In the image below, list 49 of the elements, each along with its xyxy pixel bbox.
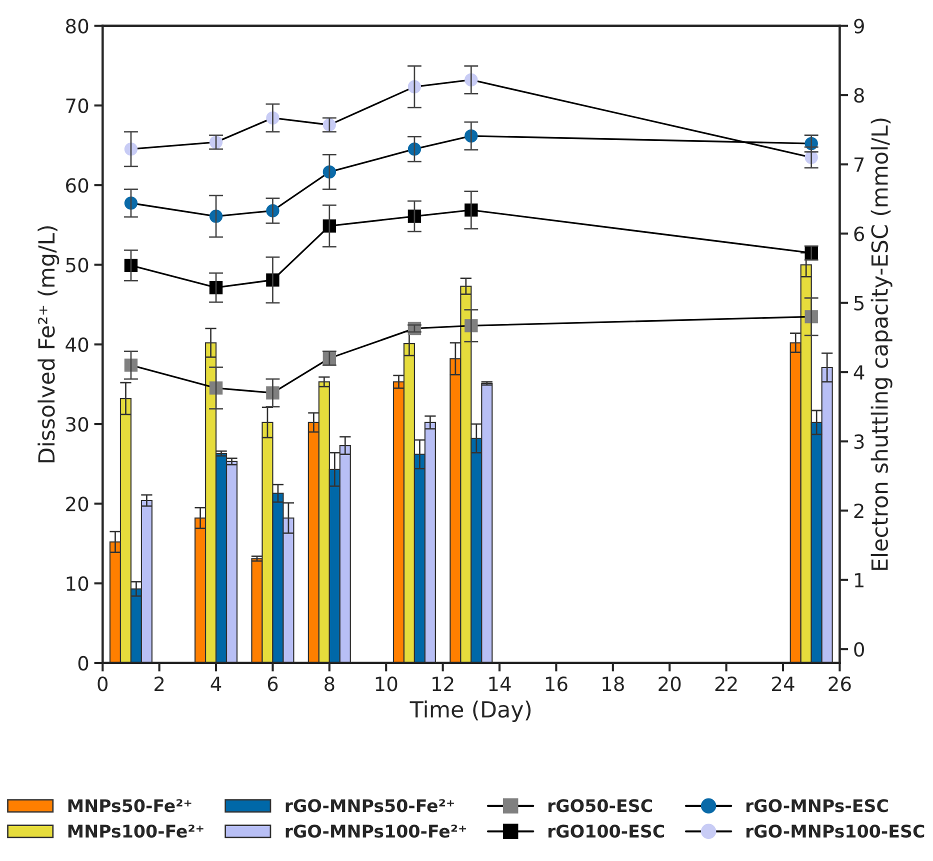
y-tick-label: 60 (66, 178, 88, 193)
y-tick-label: 0 (78, 656, 88, 671)
y-tick-label: 10 (66, 576, 88, 591)
y-tick-label: 80 (66, 18, 88, 34)
legend-label: rGO-MNPs100-ESC (746, 824, 924, 838)
y2-tick-label: 0 (854, 642, 864, 657)
x-tick-label: 16 (546, 676, 568, 692)
x-tick-label: 20 (658, 676, 681, 692)
y2-tick-label: 5 (854, 296, 864, 311)
x-tick-label: 0 (98, 676, 108, 692)
y2-tick-label: 2 (854, 504, 864, 518)
x-tick-label: 14 (489, 676, 511, 691)
y-tick-label: 70 (66, 98, 88, 114)
x-axis-title: Time (Day) (410, 700, 531, 722)
y2-tick-label: 3 (854, 434, 864, 450)
legend-label: rGO-MNPs50-Fe²⁺ (286, 799, 454, 812)
y2-tick-label: 4 (854, 365, 864, 380)
y-tick-label: 20 (66, 496, 88, 512)
y-tick-label: 50 (66, 258, 88, 272)
legend-label: MNPs100-Fe²⁺ (68, 824, 204, 838)
point (408, 210, 422, 223)
x-tick-label: 12 (432, 676, 454, 691)
legend-label: MNPs50-Fe²⁺ (68, 799, 192, 812)
x-tick-label: 2 (154, 676, 164, 691)
legend-label: rGO100-ESC (548, 824, 664, 838)
y-axis-title: Dissolved Fe²⁺ (mg/L) (38, 226, 60, 462)
x-tick-label: 22 (715, 676, 737, 691)
point (209, 381, 223, 395)
point (209, 281, 223, 294)
point (124, 258, 138, 272)
y2-tick-label: 1 (855, 573, 864, 588)
x-tick-label: 8 (324, 676, 334, 692)
x-tick-label: 10 (376, 676, 398, 692)
x-tick-label: 24 (772, 676, 794, 691)
legend-label: rGO-MNPs100-Fe²⁺ (286, 824, 466, 838)
y2-tick-label: 8 (854, 88, 864, 103)
y2-tick-label: 7 (854, 158, 864, 172)
y2-tick-label: 6 (854, 226, 864, 242)
y-tick-label: 30 (66, 417, 88, 432)
legend-label: rGO50-ESC (548, 799, 652, 812)
x-tick-label: 6 (268, 676, 278, 692)
x-tick-label: 18 (602, 676, 624, 692)
y-tick-label: 40 (66, 337, 88, 352)
y2-axis-title: Electron shuttling capacity-ESC (mmol/L) (870, 118, 892, 570)
x-tick-label: 4 (210, 676, 222, 691)
legend-label: rGO-MNPs-ESC (746, 799, 888, 812)
point (124, 358, 138, 372)
y2-tick-label: 9 (854, 18, 864, 34)
x-tick-label: 26 (828, 676, 851, 692)
